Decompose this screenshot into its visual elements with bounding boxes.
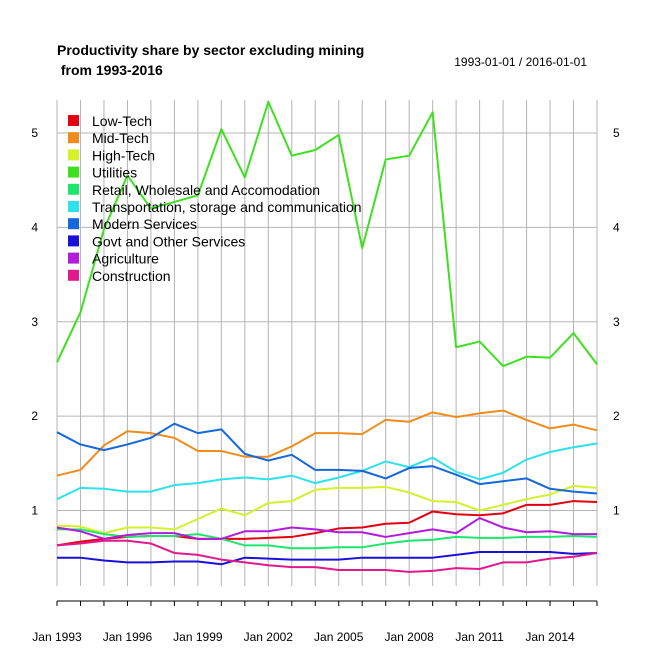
y-tick-label-right: 2 [613,409,620,423]
legend-swatch [68,252,79,264]
series-line-utilities [56,100,598,368]
y-tick-label-left: 3 [31,315,38,329]
series-line-agriculture [56,517,597,540]
chart-title-line2: from 1993-2016 [57,62,163,78]
legend-swatch [68,269,79,281]
legend-label: Agriculture [92,251,159,267]
y-tick-label-left: 5 [31,126,38,140]
legend-swatch [68,166,79,178]
series-lines [56,100,598,573]
x-tick-label: Jan 2002 [244,630,294,644]
legend-swatch [68,201,79,212]
legend-swatch [68,149,79,161]
x-tick-label: Jan 1999 [173,630,223,644]
legend-label: Transportation, storage and communicatio… [92,199,362,215]
legend-label: Govt and Other Services [92,233,245,249]
legend-label: High-Tech [92,147,155,163]
series-line-construction [56,539,598,573]
series-line-retail-wholesale-and-accomodation [57,528,598,550]
legend-swatch [68,115,79,126]
series-line-transportation-storage-and-communication [56,442,598,501]
chart-title-line1: Productivity share by sector excluding m… [57,42,364,58]
x-tick-label: Jan 2014 [525,630,575,644]
y-tick-label-left: 2 [31,409,38,423]
x-axis: Jan 1993 Jan 1996 Jan 1999 Jan 2002 Jan 2005… [32,600,598,644]
legend-swatch [68,235,79,247]
legend-swatch [68,132,79,144]
legend-swatch [68,218,79,230]
series-line-mid-tech [56,409,598,477]
y-tick-label-left: 1 [31,504,38,518]
legend-label: Modern Services [92,216,197,232]
y-axis-left: 1 2 3 4 5 [31,126,38,517]
y-tick-label-left: 4 [31,220,38,234]
legend-swatch [68,183,79,195]
y-axis-right: 1 2 3 4 5 [613,126,620,517]
x-tick-label: Jan 2011 [455,630,504,644]
x-tick-label: Jan 2005 [314,630,364,644]
legend-label: Utilities [92,165,137,181]
y-tick-label-right: 1 [613,504,620,518]
series-line-high-tech [56,484,598,535]
date-range-label: 1993-01-01 / 2016-01-01 [454,55,587,69]
series-line-modern-services [56,422,598,495]
legend-label: Retail, Wholesale and Accomodation [92,182,320,198]
legend-label: Construction [92,268,171,284]
series-line-low-tech [56,500,598,547]
legend-label: Mid-Tech [92,130,149,146]
series-line-govt-and-other-services [57,551,598,566]
x-tick-label: Jan 1993 [32,630,82,644]
y-tick-label-right: 3 [613,315,620,329]
legend-label: Low-Tech [92,113,152,129]
y-tick-label-right: 4 [613,220,620,234]
x-tick-label: Jan 1996 [103,630,153,644]
x-tick-label: Jan 2008 [384,630,434,644]
gridlines [56,100,598,586]
y-tick-label-right: 5 [613,126,620,140]
